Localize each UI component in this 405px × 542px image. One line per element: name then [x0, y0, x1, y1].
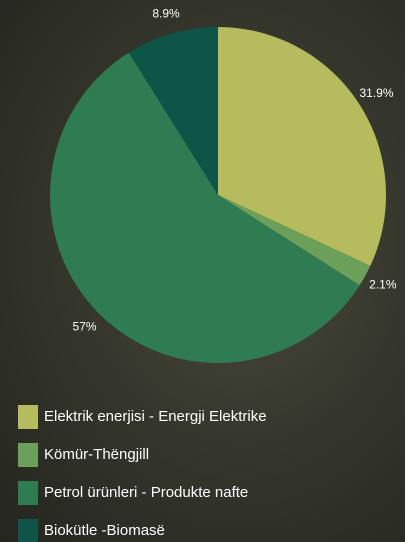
pie-slice [128, 26, 218, 195]
pie-slice [218, 195, 371, 286]
value-label: 8.9% [152, 6, 180, 20]
legend-swatch [18, 405, 38, 429]
value-label: 31.9% [360, 86, 394, 100]
legend-label: Elektrik enerjisi - Energji Elektrike [44, 408, 267, 425]
pie-slice [218, 27, 387, 266]
value-label: 2.1% [369, 278, 397, 292]
legend-swatch [18, 519, 38, 542]
legend-label: Kömür-Thëngjill [44, 446, 149, 463]
pie-slice [49, 52, 360, 364]
legend-label: Petrol ürünleri - Produkte nafte [44, 484, 248, 501]
legend-swatch [18, 443, 38, 467]
legend-swatch [18, 481, 38, 505]
legend-label: Biokütle -Biomasë [44, 522, 165, 539]
value-label: 57% [73, 320, 97, 334]
